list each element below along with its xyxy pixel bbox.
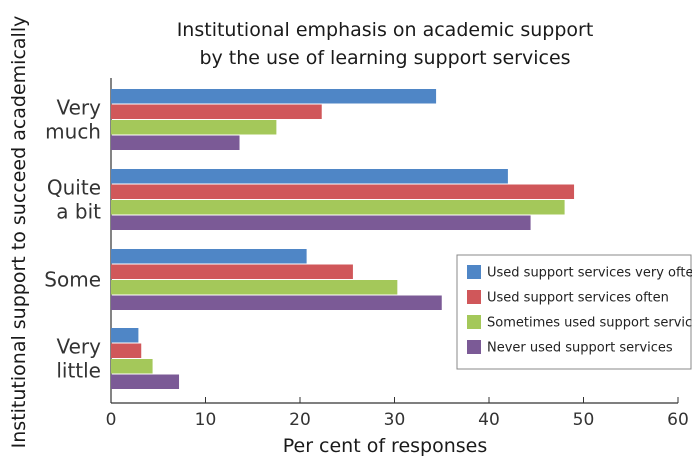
bar	[111, 295, 442, 310]
legend: Used support services very often Used sup…	[456, 254, 692, 370]
legend-swatch	[467, 340, 481, 354]
bar	[111, 120, 277, 135]
y-axis-label: Institutional support to succeed academi…	[8, 16, 30, 449]
legend-label: Never used support services	[487, 341, 673, 356]
x-tick-label: 60	[667, 410, 689, 430]
x-tick-label: 0	[106, 410, 117, 430]
x-tick-label: 40	[478, 410, 500, 430]
legend-label: Sometimes used support services	[487, 316, 692, 331]
legend-swatch	[467, 290, 481, 304]
category-label: Very	[57, 96, 102, 120]
chart-title: Institutional emphasis on academic suppo…	[177, 19, 594, 41]
legend-label: Used support services often	[487, 291, 669, 306]
category-label: little	[56, 359, 101, 383]
x-axis-label: Per cent of responses	[283, 435, 488, 457]
chart-subtitle: by the use of learning support services	[199, 47, 570, 69]
category-label: Very	[57, 335, 102, 359]
bar	[111, 249, 307, 264]
bar	[111, 104, 322, 119]
x-tick-label: 10	[195, 410, 217, 430]
category-label: much	[45, 120, 101, 144]
bar	[111, 89, 437, 104]
bar	[111, 374, 180, 389]
bar	[111, 359, 153, 374]
bar	[111, 215, 531, 230]
category-label: Some	[44, 268, 101, 292]
bar	[111, 328, 139, 343]
bar	[111, 200, 565, 215]
bar	[111, 184, 575, 199]
x-tick-label: 20	[289, 410, 311, 430]
legend-swatch	[467, 315, 481, 329]
x-tick-label: 50	[573, 410, 595, 430]
bar	[111, 280, 398, 295]
bar	[111, 343, 142, 358]
category-label: Quite	[47, 176, 101, 200]
bar	[111, 264, 353, 279]
category-label: a bit	[56, 200, 101, 224]
legend-box	[456, 254, 692, 370]
legend-label: Used support services very often	[487, 266, 692, 281]
x-tick-label: 30	[384, 410, 406, 430]
bar	[111, 135, 240, 150]
bar	[111, 169, 508, 184]
legend-swatch	[467, 265, 481, 279]
